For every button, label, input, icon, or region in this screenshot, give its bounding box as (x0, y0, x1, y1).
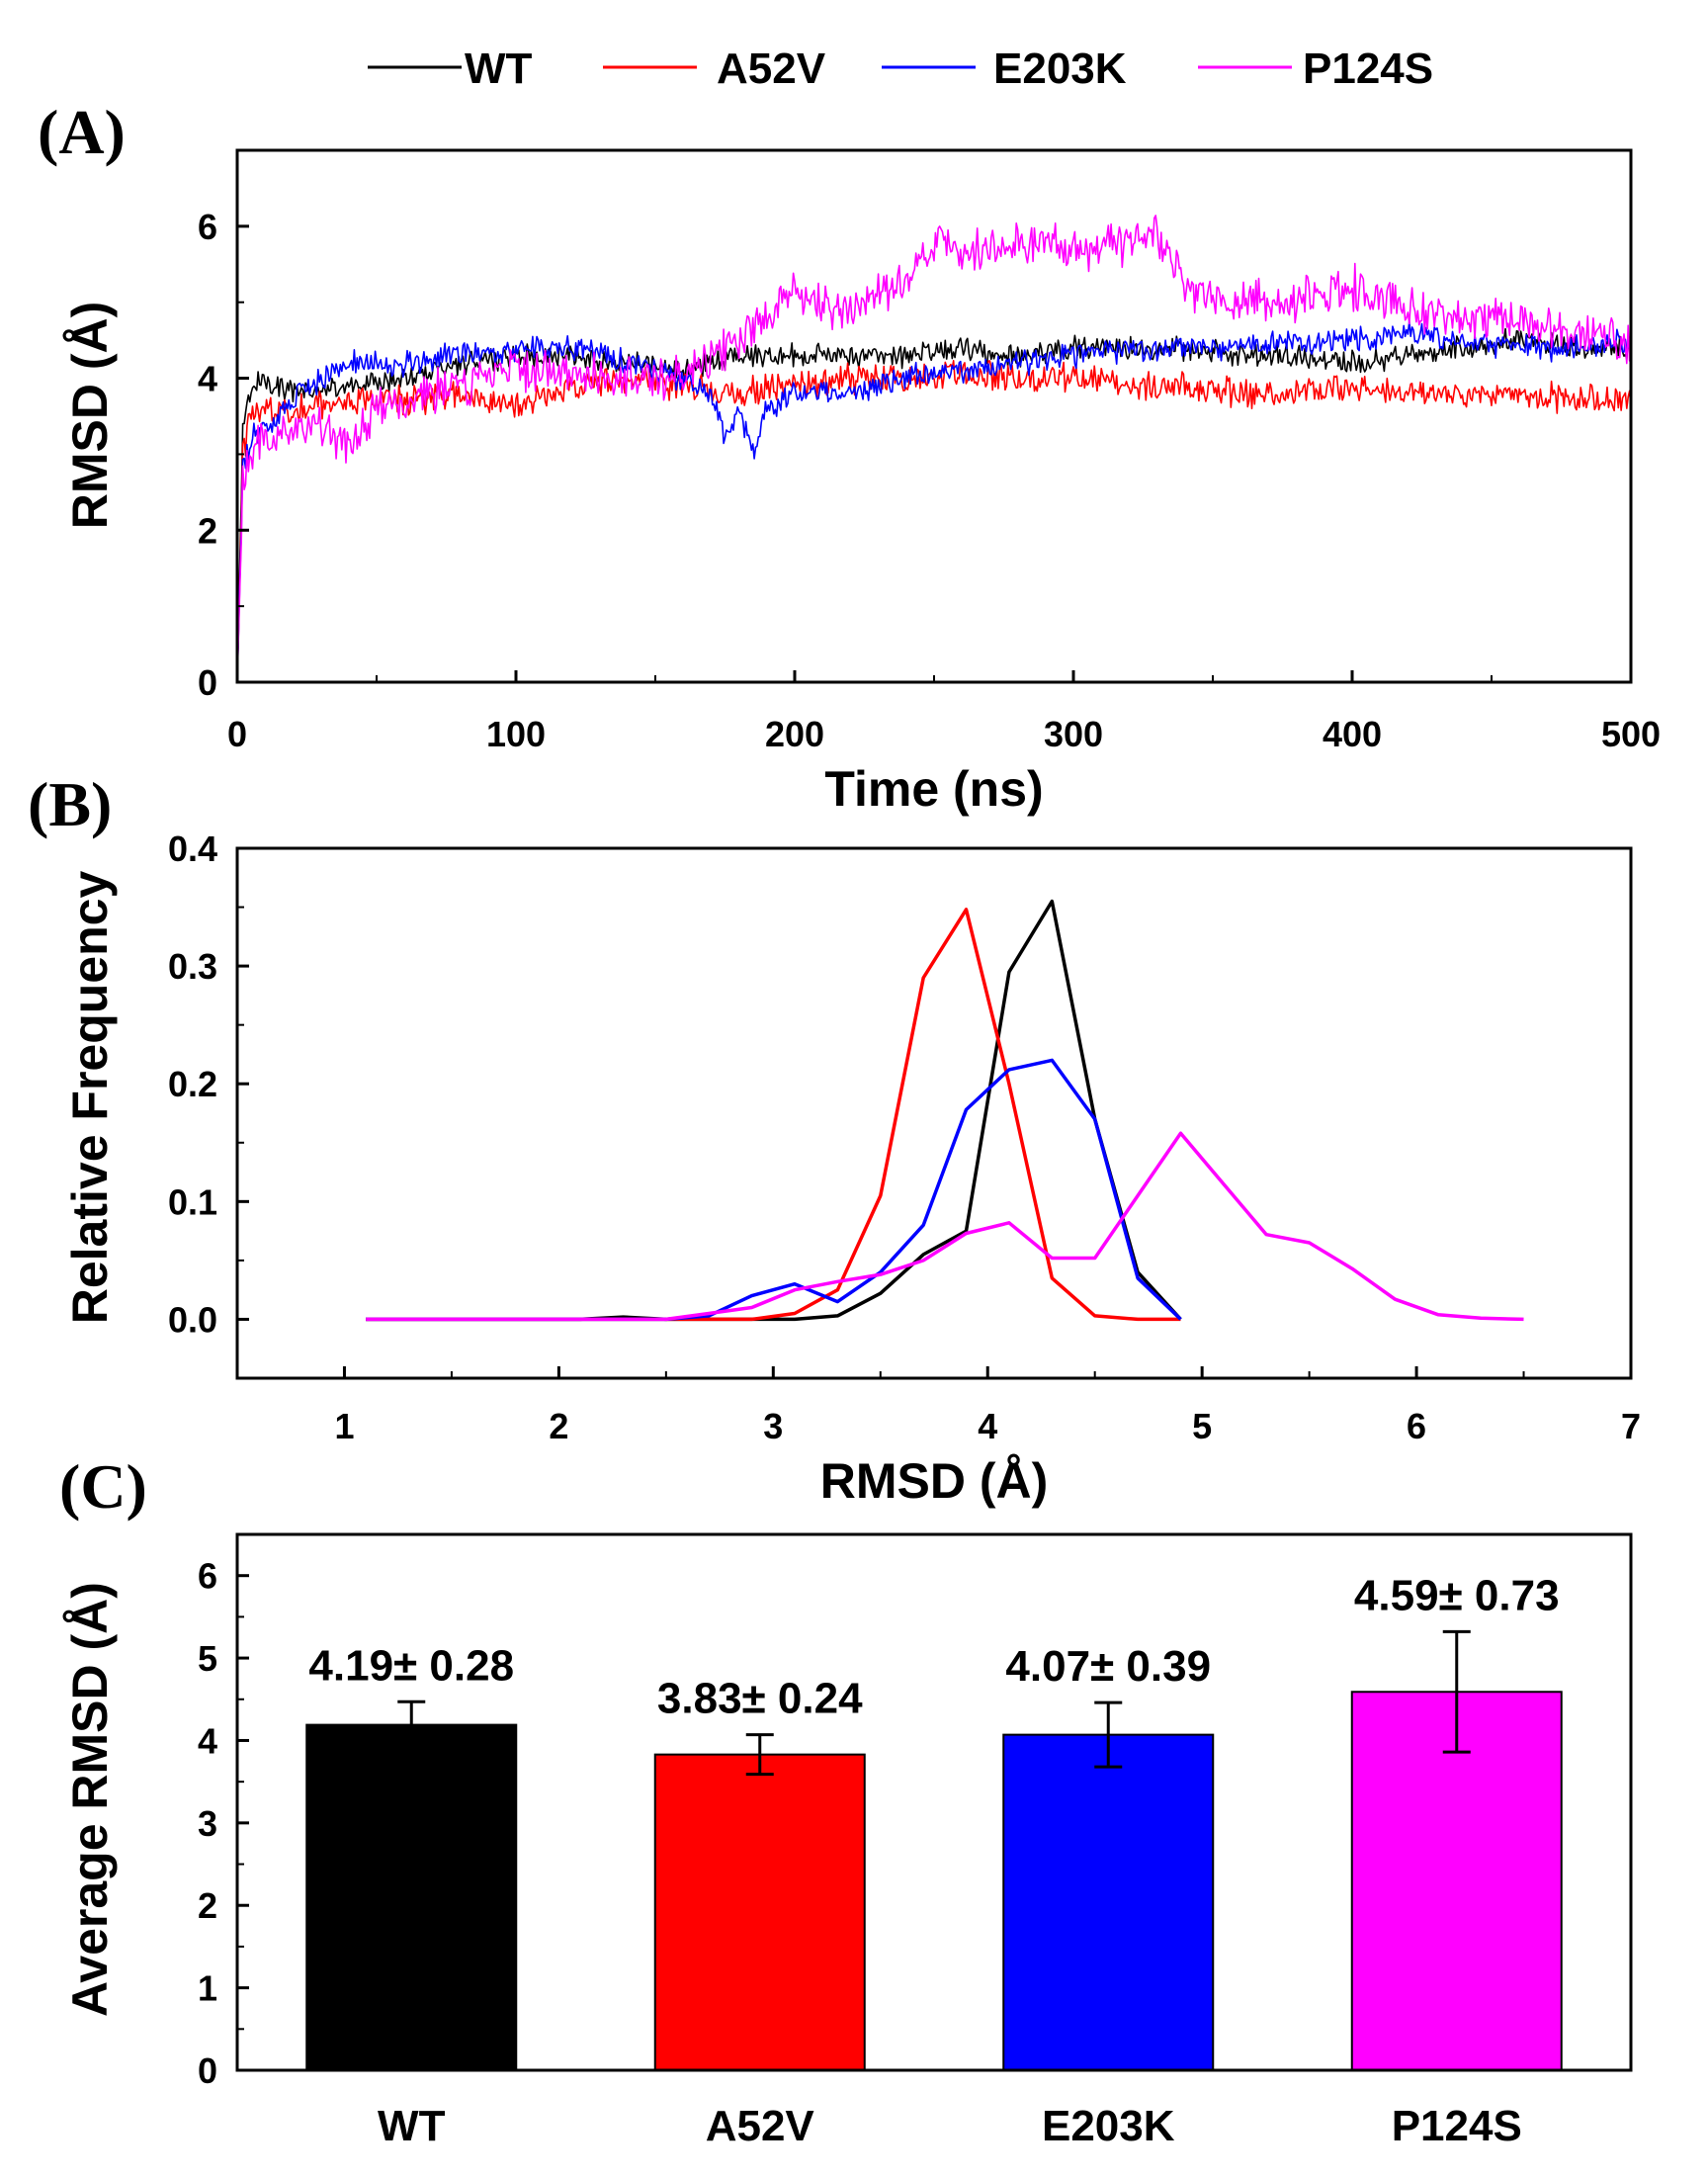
legend: WT A52V E203K P124S (368, 44, 1433, 93)
series-line-p124s (236, 215, 1632, 683)
series-line-e203k (366, 1058, 1182, 1322)
bar-wt (305, 1723, 518, 2071)
panel-a-rmsd-vs-time: (A) 0 100 200 300 400 500 0 2 4 6 Time (ns) RMSD (Å) (38, 97, 1661, 817)
y-axis-label: Relative Frequency (62, 871, 118, 1325)
y-tick-label: 3 (198, 1803, 217, 1844)
y-tick-label: 0.3 (168, 946, 217, 987)
panel-b-rmsd-distribution: (B) 1 2 3 4 5 6 7 0.0 0.1 0.2 0.3 0.4 RMSD (Å) Relativ… (28, 769, 1641, 1509)
panel-b-frame (235, 846, 1633, 1380)
y-tick-label: 2 (198, 1885, 217, 1926)
x-tick-label: 7 (1621, 1406, 1641, 1446)
y-tick-label: 6 (198, 1556, 217, 1597)
y-tick-label: 0.2 (168, 1064, 217, 1104)
bar-a52v (653, 1753, 866, 2072)
panel-label-c: (C) (59, 1451, 147, 1522)
y-tick-label: 1 (198, 1968, 217, 2009)
y-tick-label: 0.0 (168, 1299, 217, 1340)
bar-e203k (1002, 1733, 1215, 2072)
x-tick-label: 4 (978, 1406, 997, 1446)
x-tick-label: 200 (765, 714, 824, 754)
x-category-label: A52V (706, 2102, 815, 2150)
x-tick-label: 1 (334, 1406, 354, 1446)
x-category-label: E203K (1042, 2102, 1175, 2150)
panel-c-frame (235, 1532, 1633, 2072)
bar-value-label: 4.07± 0.39 (1005, 1642, 1211, 1691)
y-tick-label: 0.4 (168, 828, 217, 869)
x-axis-label: Time (ns) (824, 761, 1043, 817)
x-tick-label: 100 (486, 714, 546, 754)
y-tick-label: 6 (198, 207, 217, 247)
x-tick-label: 3 (763, 1406, 783, 1446)
x-axis-label: RMSD (Å) (820, 1453, 1049, 1509)
series-line-a52v (236, 359, 1632, 683)
y-axis-label: RMSD (Å) (62, 302, 118, 530)
bar-value-label: 4.59± 0.73 (1354, 1571, 1560, 1619)
y-tick-label: 0.1 (168, 1181, 217, 1222)
legend-label-e203k: E203K (993, 44, 1127, 93)
panel-c-average-rmsd-bars: (C) 4.19± 0.28 WT 3.83± 0.24 A52V 4.07± 0.39 E… (59, 1451, 1633, 2150)
bar-value-label: 3.83± 0.24 (657, 1675, 863, 1723)
legend-label-p124s: P124S (1303, 44, 1433, 93)
y-tick-label: 4 (198, 1720, 217, 1761)
y-tick-label: 5 (198, 1638, 217, 1679)
x-category-label: WT (378, 2102, 446, 2150)
panel-label-a: (A) (38, 97, 126, 167)
series-line-p124s (366, 1131, 1524, 1322)
x-category-label: P124S (1392, 2102, 1522, 2150)
x-tick-label: 2 (549, 1406, 568, 1446)
series-line-e203k (236, 319, 1632, 683)
x-tick-label: 400 (1323, 714, 1382, 754)
x-tick-label: 5 (1192, 1406, 1212, 1446)
legend-label-wt: WT (465, 44, 533, 93)
x-tick-label: 0 (227, 714, 247, 754)
x-tick-label: 500 (1601, 714, 1661, 754)
y-tick-label: 0 (198, 2050, 217, 2091)
x-tick-label: 300 (1044, 714, 1103, 754)
x-tick-label: 6 (1407, 1406, 1426, 1446)
y-tick-label: 0 (198, 662, 217, 703)
y-axis-label: Average RMSD (Å) (62, 1582, 118, 2017)
panel-label-b: (B) (28, 769, 112, 839)
y-tick-label: 4 (198, 359, 217, 399)
y-tick-label: 2 (198, 510, 217, 551)
series-line-wt (236, 327, 1632, 683)
bar-value-label: 4.19± 0.28 (308, 1641, 514, 1690)
panel-a-frame (235, 148, 1633, 684)
legend-label-a52v: A52V (717, 44, 826, 93)
